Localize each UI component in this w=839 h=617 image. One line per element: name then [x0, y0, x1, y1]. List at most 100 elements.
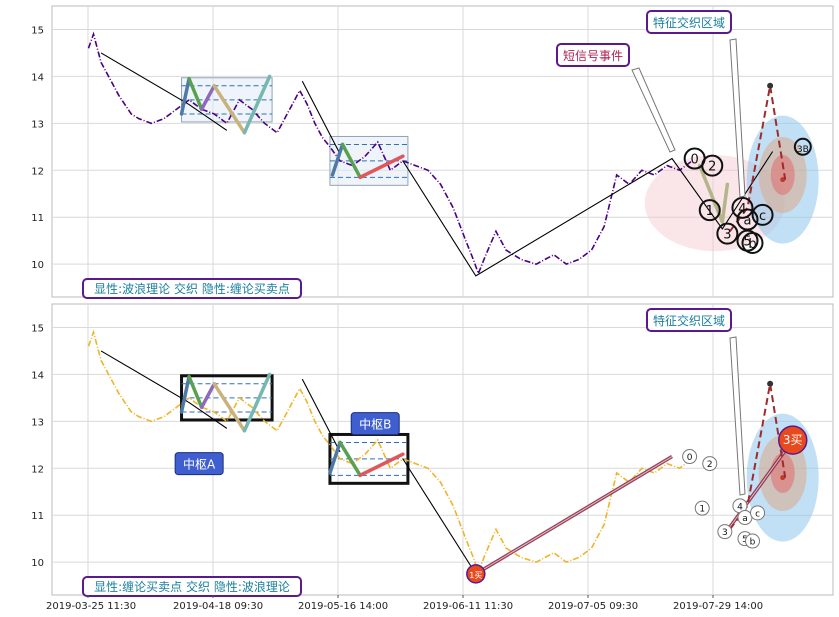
x-tick-label: 2019-03-25 11:30: [46, 601, 136, 612]
wave-marker-circle: [741, 232, 764, 255]
y-tick-label: 14: [31, 370, 44, 381]
wave-marker: 0: [682, 449, 698, 465]
corner-label-text: 显性:缠论买卖点 交织 隐性:波浪理论: [94, 579, 290, 594]
wave-segment: [179, 77, 191, 116]
center-label: 中枢B: [359, 417, 391, 432]
wave-marker-circle: [716, 222, 739, 245]
center-label-box: [174, 452, 224, 476]
x-tick-label: 2019-04-18 09:30: [173, 601, 263, 612]
bi-stroke-line: [402, 151, 774, 277]
trade-signal: 3买: [778, 425, 808, 455]
callout-arrow: [631, 67, 676, 153]
y-tick-label: 13: [31, 417, 44, 428]
y-tick-label: 15: [31, 25, 44, 36]
forecast-peak-dot: [767, 82, 774, 89]
wave-marker: 3B: [793, 137, 812, 156]
wave-marker-label: 3: [722, 528, 728, 538]
callout-label: 特征交织区域: [653, 313, 725, 328]
forecast-peak-dot: [767, 380, 774, 387]
callout-arrow: [729, 336, 746, 496]
wave-marker: a: [736, 208, 759, 231]
wave-segment: [242, 74, 272, 135]
wave-marker-circle: [698, 199, 721, 222]
wave-marker-label: 3B: [797, 145, 809, 155]
trade-signal-circle: [466, 564, 486, 584]
wave-segment: [242, 372, 272, 433]
wave-marker-label: b: [748, 237, 756, 252]
callout-box: [556, 43, 630, 67]
x-tick-label: 2019-07-05 09:30: [548, 601, 638, 612]
wave-marker: a: [737, 510, 753, 526]
callout-label: 短信号事件: [563, 49, 623, 63]
trade-signal-circle: [778, 425, 808, 455]
wave-marker: 2: [701, 154, 724, 177]
wave-marker-circle: [694, 500, 710, 516]
callout-label: 特征交织区域: [653, 15, 725, 30]
x-tick-label: 2019-05-16 14:00: [298, 601, 388, 612]
wave-marker-label: 1: [699, 505, 705, 515]
zone-center-dot: [780, 475, 786, 481]
panel-corner-label: 显性:缠论买卖点 交织 隐性:波浪理论: [82, 576, 302, 597]
plot-area: [51, 303, 834, 596]
y-tick-label: 14: [31, 72, 44, 83]
corner-label-box: [82, 576, 302, 597]
y-tick-label: 10: [31, 558, 44, 569]
forecast-line: [729, 85, 787, 232]
corner-label-box: [82, 278, 302, 299]
wave-segment: [340, 142, 362, 180]
wave-marker-label: 1: [706, 204, 714, 219]
red-zone-ellipse: [770, 452, 795, 493]
corner-label-text: 显性:波浪理论 交织 隐性:缠论买卖点: [94, 281, 290, 296]
wave-marker: c: [751, 203, 774, 226]
zone-center-dot: [780, 177, 786, 183]
wave-marker-label: a: [743, 214, 751, 229]
wave-marker-label: 0: [691, 153, 699, 168]
wave-marker-label: a: [742, 514, 748, 524]
wave-segment: [328, 440, 342, 475]
trade-signal: 1买: [466, 564, 486, 584]
segment-inner-line: [475, 456, 673, 575]
panel-corner-label: 显性:波浪理论 交织 隐性:缠论买卖点: [82, 278, 302, 299]
wave-segment: [358, 452, 405, 478]
bi-stroke-line: [402, 458, 477, 575]
y-tick-label: 12: [31, 166, 44, 177]
trade-signal-label: 3买: [783, 433, 803, 447]
wave-marker: 2: [702, 456, 718, 472]
callout-arrow: [729, 38, 746, 198]
bi-stroke-line: [301, 378, 341, 453]
wave-segment: [338, 440, 362, 478]
wave-marker-label: 4: [737, 502, 743, 512]
wave-marker-circle: [682, 449, 698, 465]
wave-segment: [199, 382, 216, 410]
wave-marker-circle: [717, 524, 733, 540]
wave-segment: [187, 375, 204, 410]
wave-marker-circle: [736, 208, 759, 231]
wave-marker-label: 2: [708, 160, 716, 175]
x-tick-label: 2019-06-11 11:30: [423, 601, 513, 612]
wave-marker-label: 5: [743, 235, 751, 250]
wave-marker: b: [745, 533, 761, 549]
wave-marker-label: 4: [738, 202, 746, 217]
wave-marker-circle: [731, 196, 754, 219]
wave-marker: c: [750, 505, 766, 521]
wave-segment: [358, 154, 405, 180]
wave-marker-label: 3: [723, 228, 731, 243]
trade-signal-label: 1买: [469, 571, 482, 580]
bi-stroke-line: [301, 80, 341, 155]
wave-marker-circle: [701, 154, 724, 177]
y-tick-label: 11: [31, 511, 44, 522]
wave-marker-circle: [745, 533, 761, 549]
wave-segment: [330, 142, 345, 177]
wave-segment: [187, 77, 204, 112]
wave-marker-circle: [750, 505, 766, 521]
wave-marker: 1: [694, 500, 710, 516]
wave-segment: [212, 84, 247, 135]
wave-segment: [720, 182, 730, 224]
center-label: 中枢A: [183, 457, 216, 472]
plot-area: [51, 5, 834, 298]
wave-marker-circle: [702, 456, 718, 472]
callout-box: [646, 308, 732, 332]
